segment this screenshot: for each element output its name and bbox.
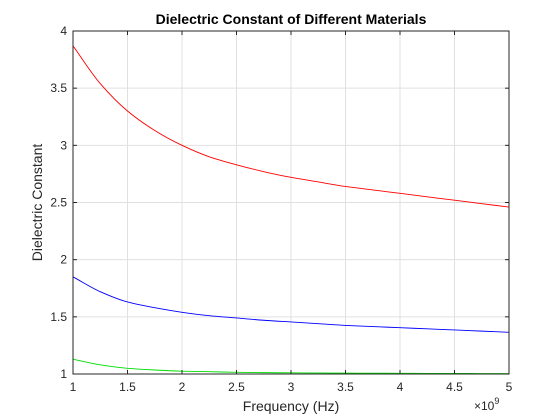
ticks [72,30,510,375]
chart-title: Dielectric Constant of Different Materia… [156,11,427,27]
x-tick-label: 2.5 [228,380,245,394]
x-exponent-power: 9 [494,396,499,406]
x-tick-label: 4.5 [446,380,463,394]
x-tick-label: 1 [70,380,77,394]
y-tick-label: 1 [60,367,67,381]
x-tick-label: 5 [506,380,513,394]
series-line-2 [72,276,510,333]
x-exponent-label: ×109 [474,396,499,413]
x-axis-label: Frequency (Hz) [243,398,339,414]
x-tick-label: 3 [288,380,295,394]
y-tick-label: 2.5 [50,196,67,210]
y-tick-label: 3 [60,138,67,152]
y-tick-label: 3.5 [50,81,67,95]
y-tick-labels: 1 1.5 2 2.5 3 3.5 4 [50,24,67,381]
x-tick-label: 3.5 [337,380,354,394]
x-tick-label: 4 [397,380,404,394]
y-axis-label: Dielectric Constant [29,144,45,262]
y-tick-label: 1.5 [50,310,67,324]
x-tick-label: 2 [179,380,186,394]
x-tick-label: 1.5 [119,380,136,394]
x-exponent-base: ×10 [474,399,495,413]
y-tick-label: 2 [60,253,67,267]
x-tick-labels: 1 1.5 2 2.5 3 3.5 4 4.5 5 [70,380,513,394]
y-tick-label: 4 [60,24,67,38]
series-line-1 [72,45,510,208]
